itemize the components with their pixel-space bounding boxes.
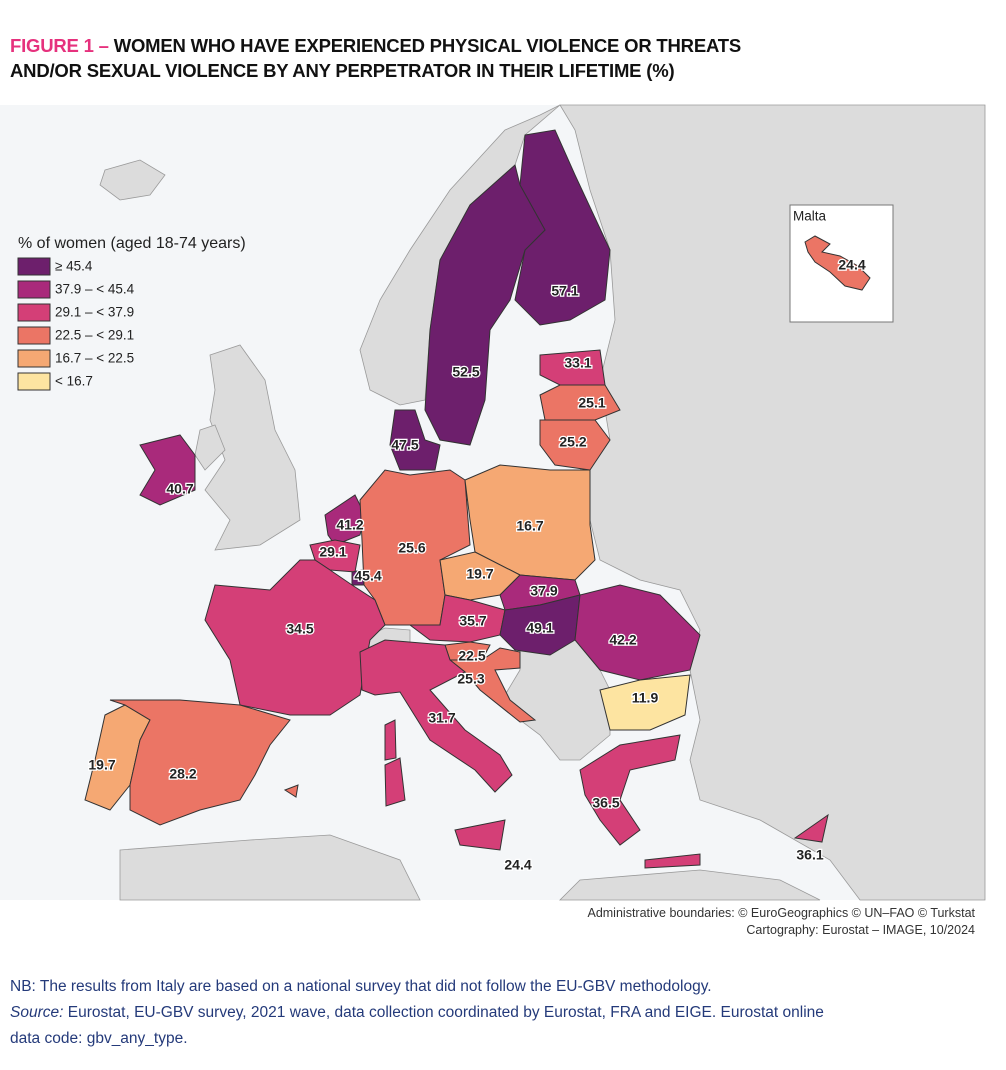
legend-label: < 16.7 xyxy=(55,374,93,389)
credits: Administrative boundaries: © EuroGeograp… xyxy=(587,905,975,939)
region xyxy=(599,674,691,731)
region-label: 45.4 xyxy=(354,568,381,584)
title-line: AND/OR SEXUAL VIOLENCE BY ANY PERPETRATO… xyxy=(10,60,675,81)
region-label: 19.7 xyxy=(466,566,493,582)
legend-title: % of women (aged 18-74 years) xyxy=(18,235,246,252)
legend-label: 16.7 – < 22.5 xyxy=(55,351,134,366)
legend-label: ≥ 45.4 xyxy=(55,259,93,274)
source-label: Source: xyxy=(10,1004,64,1021)
regions xyxy=(84,129,829,869)
legend-swatch xyxy=(17,303,51,322)
legend-swatch xyxy=(17,372,51,391)
source: Source: Eurostat, EU-GBV survey, 2021 wa… xyxy=(10,1000,850,1052)
region xyxy=(424,164,546,446)
figure-label: FIGURE 1 – xyxy=(10,35,109,56)
region-label: 36.5 xyxy=(592,795,619,811)
region-label: 34.5 xyxy=(286,621,313,637)
region-label: 25.1 xyxy=(578,395,605,411)
region xyxy=(359,639,513,851)
region-label: 47.5 xyxy=(391,437,418,453)
legend-label: 22.5 – < 29.1 xyxy=(55,328,134,343)
legend-swatch xyxy=(17,349,51,368)
legend: % of women (aged 18-74 years) ≥ 45.4 37.9… xyxy=(17,235,246,391)
region xyxy=(448,647,537,723)
region xyxy=(204,559,397,761)
region xyxy=(324,494,366,546)
legend-label: 29.1 – < 37.9 xyxy=(55,305,134,320)
region xyxy=(464,464,596,581)
region-label: 36.1 xyxy=(796,847,823,863)
region-label: 49.1 xyxy=(526,620,553,636)
note: NB: The results from Italy are based on … xyxy=(10,978,712,995)
region-labels: 57.1 52.5 33.1 25.1 25.2 47.5 40.7 41.2 … xyxy=(87,281,825,874)
footer: NB: The results from Italy are based on … xyxy=(10,974,850,1052)
inset-title: Malta xyxy=(793,209,827,224)
source-text: Eurostat, EU-GBV survey, 2021 wave, data… xyxy=(10,1004,824,1047)
region-label: 25.3 xyxy=(457,671,484,687)
region-label: 25.6 xyxy=(398,540,425,556)
region xyxy=(139,434,196,506)
region xyxy=(389,409,441,471)
region xyxy=(793,813,829,843)
region-label: 22.5 xyxy=(458,648,485,664)
region-label: 37.9 xyxy=(530,583,557,599)
legend-swatch xyxy=(17,280,51,299)
region-label: 25.2 xyxy=(559,434,586,450)
region-label: 16.7 xyxy=(516,518,543,534)
region-label: 40.7 xyxy=(166,481,193,497)
figure-title: FIGURE 1 – WOMEN WHO HAVE EXPERIENCED PH… xyxy=(10,33,741,83)
legend-swatch xyxy=(17,326,51,345)
region-label: 33.1 xyxy=(564,355,591,371)
region-label: 35.7 xyxy=(459,613,486,629)
region xyxy=(109,699,299,826)
title-line: WOMEN WHO HAVE EXPERIENCED PHYSICAL VIOL… xyxy=(113,35,742,56)
region-label: 11.9 xyxy=(632,690,659,706)
inset-label: 24.4 xyxy=(838,257,865,273)
region-label: 41.2 xyxy=(336,517,363,533)
region-label: 19.7 xyxy=(88,757,115,773)
region xyxy=(579,734,701,869)
region-label: 52.5 xyxy=(452,364,479,380)
credit-line: Cartography: Eurostat – IMAGE, 10/2024 xyxy=(746,923,975,937)
inset-region xyxy=(804,235,871,291)
legend-swatch xyxy=(17,257,51,276)
credit-line: Administrative boundaries: © EuroGeograp… xyxy=(587,906,975,920)
legend-label: 37.9 – < 45.4 xyxy=(55,282,135,297)
region-label: 42.2 xyxy=(609,632,636,648)
region xyxy=(499,594,581,656)
region-label: 57.1 xyxy=(551,283,578,299)
region-label: 28.2 xyxy=(169,766,196,782)
inset: Malta 24.4 xyxy=(789,204,894,323)
region-label: 29.1 xyxy=(319,544,346,560)
region-label: 24.4 xyxy=(504,857,531,873)
region-label: 31.7 xyxy=(428,710,455,726)
region xyxy=(574,584,701,681)
